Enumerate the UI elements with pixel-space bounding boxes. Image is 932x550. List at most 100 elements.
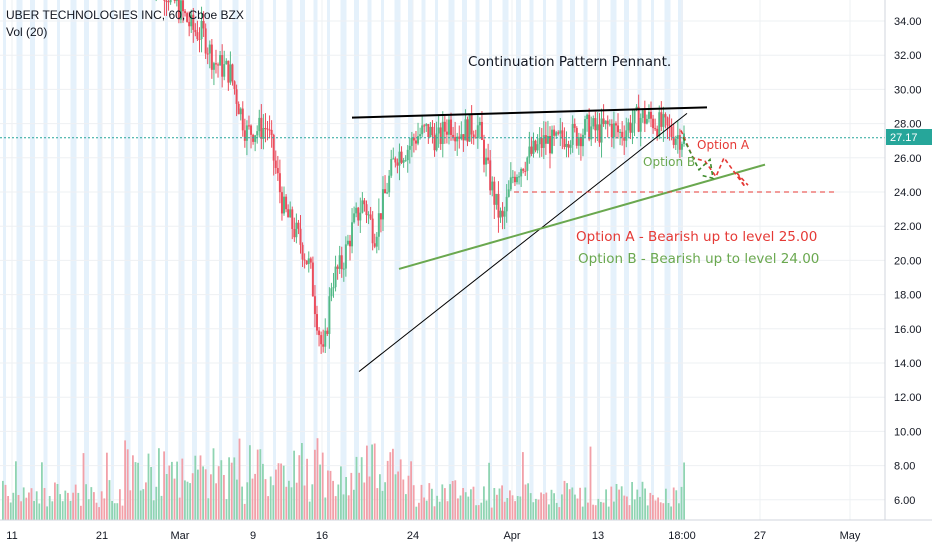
candle-body xyxy=(186,13,189,22)
volume-bar xyxy=(412,485,415,520)
candle-body xyxy=(608,123,611,125)
volume-bar xyxy=(618,489,620,520)
volume-bar xyxy=(646,505,649,520)
green-support-trendline xyxy=(398,163,766,270)
candle-body xyxy=(406,149,409,161)
volume-bar xyxy=(139,490,142,520)
candle-body xyxy=(501,210,504,217)
volume-bar xyxy=(462,488,464,520)
candle-body xyxy=(344,244,347,269)
volume-bar xyxy=(113,503,116,520)
volume-bar xyxy=(652,495,654,520)
candle-body xyxy=(256,131,259,136)
volume-bar xyxy=(566,483,568,520)
volume-bar xyxy=(155,486,158,520)
last-price-tag xyxy=(886,129,932,145)
volume-bar xyxy=(329,470,332,520)
volume-bar xyxy=(290,487,293,520)
volume-bar xyxy=(584,487,587,520)
volume-bar xyxy=(106,452,108,520)
candle-body xyxy=(346,240,349,245)
candle-body xyxy=(540,138,543,148)
volume-bar xyxy=(56,484,59,520)
volume-bar xyxy=(121,505,124,520)
candle-body xyxy=(198,39,201,41)
option-b-description: Option B - Bearish up to level 24.00 xyxy=(578,251,819,267)
candle-body xyxy=(520,169,523,177)
volume-bar xyxy=(316,438,319,520)
candle-body xyxy=(247,125,250,127)
candle-body xyxy=(548,135,551,154)
volume-bar xyxy=(366,445,368,520)
volume-indicator-title[interactable]: Vol (20) xyxy=(6,25,48,39)
volume-bar xyxy=(54,482,56,520)
volume-bar xyxy=(332,480,334,520)
volume-bar xyxy=(516,496,519,520)
candle-body xyxy=(524,170,527,172)
candle-body xyxy=(604,120,607,125)
candle-body xyxy=(678,135,681,150)
volume-bar xyxy=(238,438,241,520)
candle-body xyxy=(538,138,541,145)
volume-bar xyxy=(542,494,545,520)
candle-body xyxy=(274,160,277,168)
volume-bar xyxy=(540,492,542,520)
volume-bar xyxy=(545,492,548,520)
candle-body xyxy=(493,181,496,205)
volume-bar xyxy=(243,503,246,520)
candle-body xyxy=(233,81,236,90)
volume-bar xyxy=(431,488,433,520)
price-tick-label: 12.00 xyxy=(894,392,922,404)
volume-bar xyxy=(597,498,600,520)
candle-body xyxy=(194,29,197,33)
candle-body xyxy=(592,118,595,127)
candle-body xyxy=(668,125,671,127)
volume-bar xyxy=(207,498,210,520)
candle-body xyxy=(561,130,564,139)
volume-bar xyxy=(587,502,589,520)
price-tick-label: 16.00 xyxy=(894,324,922,336)
time-tick-label: Apr xyxy=(503,530,520,542)
volume-bar xyxy=(678,503,680,520)
candle-body xyxy=(670,126,673,137)
volume-bar xyxy=(670,506,672,520)
volume-bar xyxy=(347,495,350,520)
volume-bar xyxy=(589,446,592,520)
candle-body xyxy=(381,189,384,220)
symbol-title[interactable]: UBER TECHNOLOGIES INC, 60, Cboe BZX xyxy=(6,8,244,22)
candle-body xyxy=(443,121,446,132)
price-tick-label: 8.00 xyxy=(894,461,915,473)
volume-bar xyxy=(649,492,652,520)
candle-body xyxy=(316,314,319,331)
volume-bar xyxy=(381,490,384,520)
candle-body xyxy=(639,117,642,132)
candle-body xyxy=(452,134,455,137)
candle-body xyxy=(355,207,358,214)
candle-body xyxy=(175,0,178,2)
volume-bar xyxy=(441,484,444,520)
time-tick-label: 21 xyxy=(96,530,108,542)
candle-body xyxy=(200,20,203,40)
volume-bar xyxy=(152,500,155,520)
candle-body xyxy=(206,53,209,55)
volume-bar xyxy=(35,491,38,520)
volume-bar xyxy=(433,506,436,520)
candle-body xyxy=(357,207,360,221)
candle-body xyxy=(466,119,469,142)
volume-bar xyxy=(607,506,610,520)
price-tick-label: 10.00 xyxy=(894,426,922,438)
volume-bar xyxy=(191,473,194,520)
candle-body xyxy=(487,157,490,161)
candle-body xyxy=(503,211,506,217)
volume-bar xyxy=(475,505,477,520)
volume-bar xyxy=(199,455,202,520)
candle-body xyxy=(462,134,465,141)
volume-bar xyxy=(444,488,446,520)
candle-body xyxy=(332,287,335,289)
candle-body xyxy=(559,130,562,134)
volume-bar xyxy=(535,498,537,520)
candle-body xyxy=(303,259,306,261)
candle-body xyxy=(532,140,535,154)
candle-body xyxy=(485,157,488,165)
pattern-title-text: Continuation Pattern Pennant. xyxy=(468,54,671,70)
